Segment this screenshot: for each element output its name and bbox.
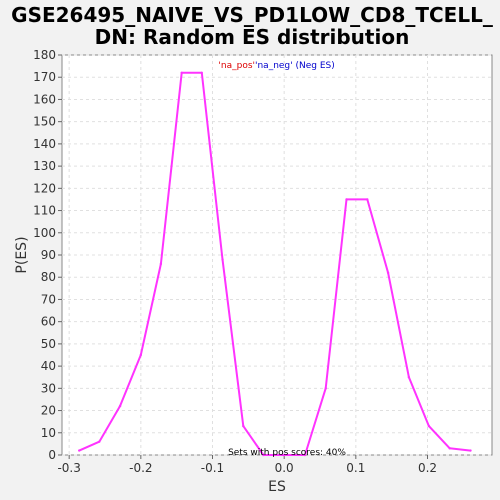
x-tick-label: -0.1 [201,461,224,475]
axis-ticks: 0 10 20 30 40 50 60 70 80 90 100 110 120 130 140 150 160… [33,48,437,475]
data-point [200,71,203,74]
y-tick-label: 110 [33,204,56,218]
y-tick-label: 160 [33,92,56,106]
x-tick-label: 0.2 [418,461,437,475]
y-tick-label: 140 [33,137,56,151]
legend-entry-na-neg: 'na_neg' (Neg ES) [255,61,335,71]
data-point [262,453,265,457]
sets-pos-scores-annotation: Sets with pos scores: 40% [228,448,346,458]
y-tick-label: 100 [33,226,56,240]
y-tick-label: 150 [33,115,56,129]
data-point [386,271,390,274]
y-tick-label: 180 [33,48,56,62]
x-tick-label: -0.2 [129,461,152,475]
y-tick-label: 20 [41,404,56,418]
y-tick-label: 120 [33,181,56,195]
series-layer [78,71,472,457]
y-tick-label: 30 [41,381,56,395]
data-point [242,424,245,428]
x-axis-label: ES [268,479,286,495]
data-point [407,376,411,379]
grid-lines [62,54,492,456]
y-axis-label: P(ES) [14,236,30,273]
y-tick-label: 80 [41,270,56,284]
data-point [469,449,472,452]
data-point [448,447,451,450]
data-point [324,387,327,390]
data-point [282,453,286,457]
data-point [139,353,143,357]
data-point [366,198,369,201]
y-tick-label: 60 [41,315,56,329]
y-tick-label: 90 [41,248,56,262]
data-point [78,449,81,452]
data-point [427,424,431,428]
x-tick-label: -0.3 [57,461,80,475]
x-tick-label: 0.1 [346,461,365,475]
legend-entry-na-pos: 'na_pos' [218,61,255,71]
y-tick-label: 40 [41,359,56,373]
chart-title-line-1: GSE26495_NAIVE_VS_PD1LOW_CD8_TCELL_ [11,3,493,27]
y-tick-label: 50 [41,337,56,351]
data-point [303,453,307,457]
y-tick-label: 130 [33,159,56,173]
data-point [221,258,224,261]
data-point [118,404,122,408]
data-point [159,262,163,266]
x-tick-label: 0.0 [275,461,294,475]
y-tick-label: 0 [48,448,56,462]
data-point [345,198,348,201]
series-line [78,71,471,456]
y-tick-label: 10 [41,426,56,440]
data-point [180,71,183,74]
y-tick-label: 70 [41,292,56,306]
plot-area [61,54,493,456]
chart-title-line-2: DN: Random ES distribution [95,25,410,49]
data-point [98,440,101,443]
y-tick-label: 170 [33,70,56,84]
